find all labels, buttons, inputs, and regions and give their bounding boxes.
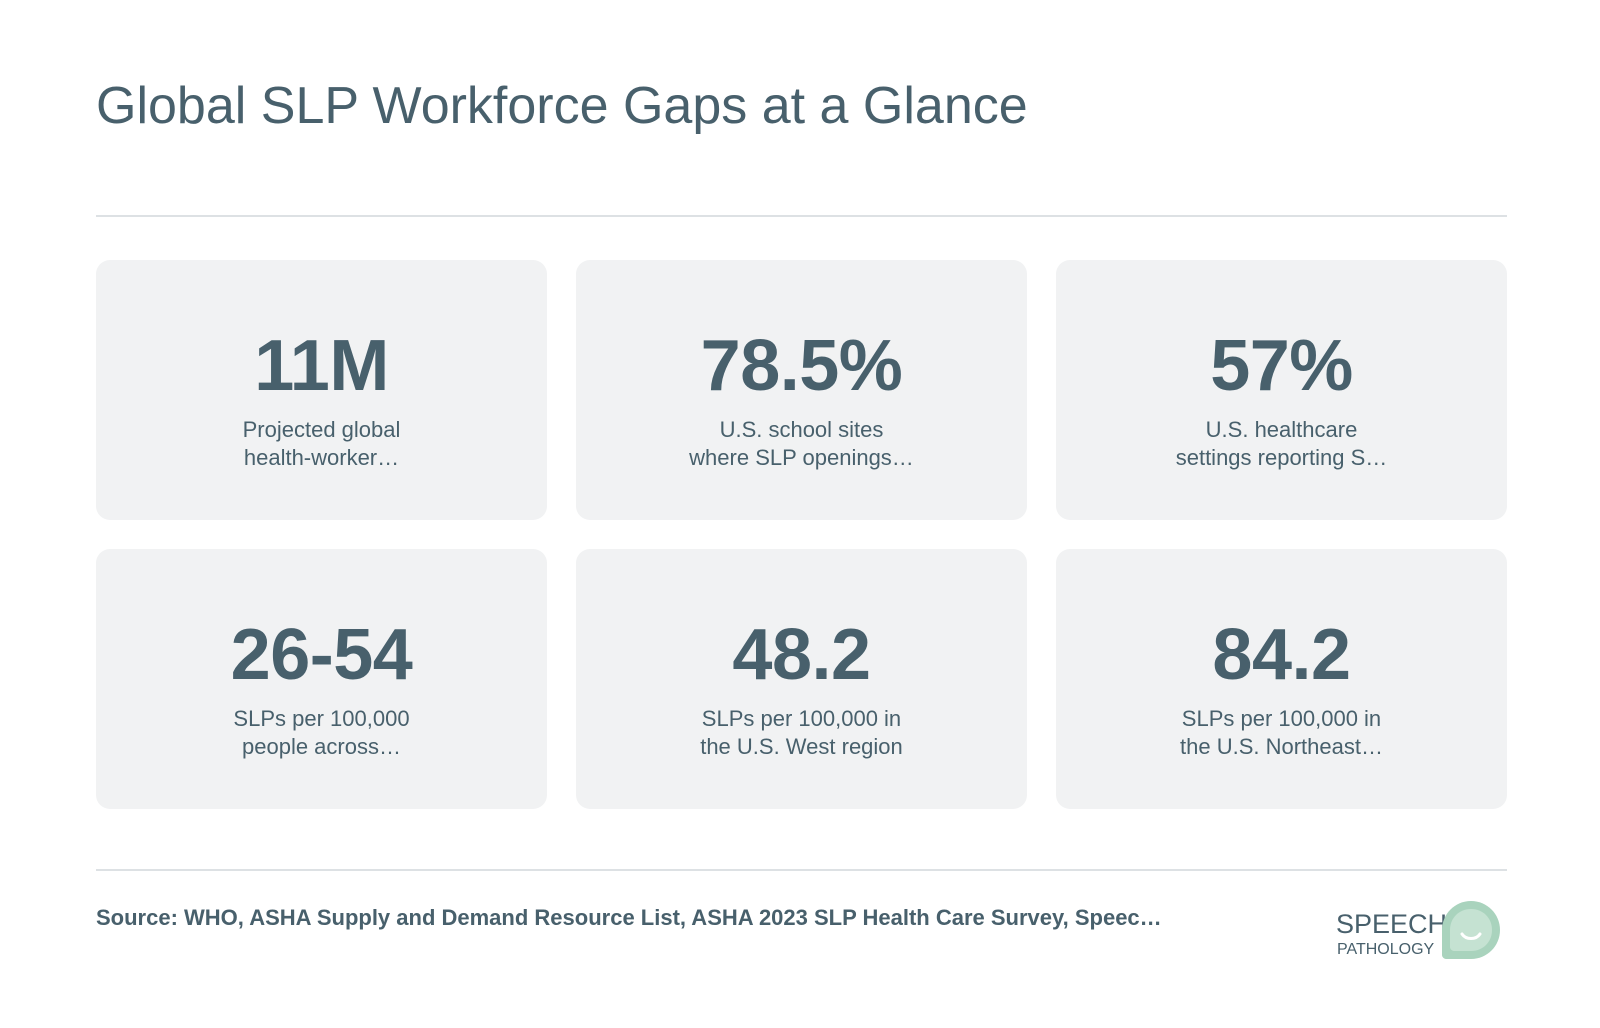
speech-bubble-smile-icon [1442, 901, 1500, 959]
bottom-divider [96, 869, 1507, 871]
stat-value: 78.5% [700, 326, 903, 406]
stat-label-line: where SLP openings… [689, 445, 914, 470]
stat-value: 11M [254, 326, 389, 406]
top-divider [96, 215, 1507, 217]
stat-label-line: settings reporting S… [1175, 445, 1388, 470]
stat-card: 11M Projected global health-worker… [96, 260, 547, 520]
stat-label: U.S. school sites where SLP openings… [689, 416, 914, 472]
stat-label-line: SLPs per 100,000 [233, 706, 410, 731]
logo-wordmark-line1: SPEECH [1336, 909, 1448, 939]
source-citation: Source: WHO, ASHA Supply and Demand Reso… [96, 905, 1162, 930]
stat-value: 57% [1210, 326, 1353, 406]
stat-label: U.S. healthcare settings reporting S… [1176, 416, 1388, 472]
stat-card: 48.2 SLPs per 100,000 in the U.S. West r… [576, 549, 1027, 809]
stat-card: 78.5% U.S. school sites where SLP openin… [576, 260, 1027, 520]
stat-label-line: the U.S. Northeast… [1180, 734, 1383, 759]
stat-value: 26-54 [230, 615, 413, 695]
speech-pathology-logo: SPEECH PATHOLOGY [1336, 899, 1501, 961]
stat-label-line: the U.S. West region [700, 734, 903, 759]
stat-label-line: SLPs per 100,000 in [701, 706, 902, 731]
stats-grid: 11M Projected global health-worker… 78.5… [96, 260, 1507, 809]
stat-card: 26-54 SLPs per 100,000 people across… [96, 549, 547, 809]
stat-label: SLPs per 100,000 people across… [233, 705, 409, 761]
stat-label: SLPs per 100,000 in the U.S. West region [700, 705, 903, 761]
logo-wordmark-line2: PATHOLOGY [1337, 941, 1435, 958]
stat-label-line: Projected global [242, 417, 401, 442]
stat-label-line: U.S. healthcare [1205, 417, 1358, 442]
stat-label-line: people across… [242, 734, 401, 759]
stat-card: 57% U.S. healthcare settings reporting S… [1056, 260, 1507, 520]
stat-value: 48.2 [732, 615, 871, 695]
stat-label-line: U.S. school sites [719, 417, 884, 442]
stat-label: SLPs per 100,000 in the U.S. Northeast… [1180, 705, 1383, 761]
stat-card: 84.2 SLPs per 100,000 in the U.S. Northe… [1056, 549, 1507, 809]
stat-label-line: SLPs per 100,000 in [1181, 706, 1382, 731]
stat-value: 84.2 [1212, 615, 1351, 695]
stat-label-line: health-worker… [243, 445, 400, 470]
page-title: Global SLP Workforce Gaps at a Glance [96, 77, 1028, 135]
stat-label: Projected global health-worker… [243, 416, 401, 472]
